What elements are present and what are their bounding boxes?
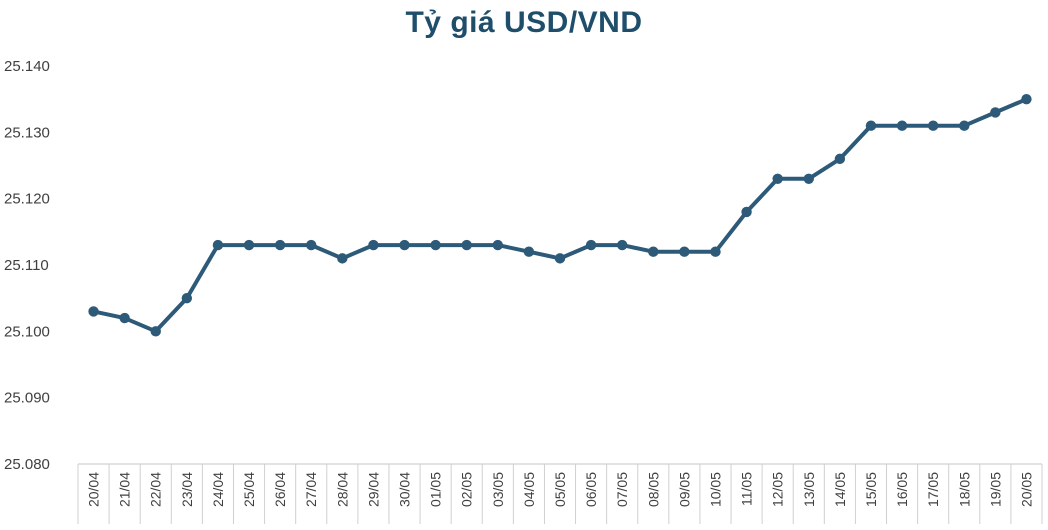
chart-title: Tỷ giá USD/VND [405,6,643,39]
x-tick-label: 02/05 [459,472,475,507]
data-point [927,120,939,131]
x-tick-label: 18/05 [956,472,972,507]
data-point [990,107,1001,118]
data-point [399,239,410,251]
x-tick-label: 03/05 [490,472,506,507]
x-tick-label: 20/05 [1018,472,1034,507]
y-tick-label: 25.100 [4,323,50,340]
data-point [959,120,970,131]
data-point [119,312,130,324]
x-tick-label: 25/04 [241,472,257,507]
x-tick-label: 19/05 [987,472,1003,507]
x-tick-label: 14/05 [832,472,848,507]
data-point [834,153,846,165]
data-point [181,292,193,304]
data-point [461,239,472,251]
y-tick-label: 25.130 [4,124,50,141]
data-point [772,173,783,184]
x-tick-label: 28/04 [334,472,350,507]
x-tick-label: 01/05 [428,472,444,507]
y-tick-label: 25.120 [4,191,50,208]
x-tick-label: 04/05 [521,472,537,507]
data-point [1021,93,1032,105]
data-point [274,239,286,251]
x-tick-label: 23/04 [179,472,195,507]
x-tick-label: 30/04 [397,472,413,507]
data-point [896,120,908,131]
y-tick-label: 25.090 [4,390,50,407]
data-point [243,239,255,251]
x-tick-label: 11/05 [739,472,755,506]
x-tick-label: 29/04 [365,472,381,507]
data-point [523,246,535,257]
data-point [710,246,721,257]
data-point [616,239,628,251]
x-tick-label: 05/05 [552,472,568,507]
x-tick-label: 17/05 [925,472,941,507]
y-tick-label: 25.140 [4,58,50,75]
series-line [91,97,1029,334]
x-tick-label: 09/05 [676,472,692,507]
x-tick-label: 15/05 [863,472,879,507]
data-point [585,239,597,251]
data-point [88,306,99,317]
x-tick-label: 24/04 [210,472,226,507]
y-tick-label: 25.080 [4,456,50,473]
x-tick-label: 16/05 [894,472,910,507]
data-point [554,253,566,264]
x-tick-label: 12/05 [770,472,786,507]
series-group [88,93,1032,337]
data-point [150,326,161,337]
x-tick-label: 13/05 [801,472,817,507]
x-tick-label: 27/04 [303,472,319,507]
data-point [803,173,814,184]
data-point [430,239,441,251]
x-tick-label: 08/05 [645,472,661,507]
x-tick-label: 21/04 [117,472,133,507]
x-tick-label: 22/04 [148,472,164,507]
y-axis: 25.080 25.090 25.100 25.110 25.120 25.130 25.1… [4,58,50,473]
data-point [679,246,690,257]
data-point [492,239,504,251]
x-tick-label: 20/04 [86,472,102,507]
data-point [648,246,659,257]
data-point [212,239,224,251]
x-tick-label: 06/05 [583,472,599,507]
y-tick-label: 25.110 [4,257,49,274]
x-tick-label: 26/04 [272,472,288,507]
data-point [865,120,877,131]
data-point [337,253,348,264]
data-point [368,239,379,251]
x-axis: 20/04 21/04 22/04 23/04 24/04 25/04 26/04 27/04… [77,463,1043,524]
x-tick-label: 10/05 [707,472,723,507]
x-tick-label: 07/05 [614,472,630,507]
data-point [741,206,752,218]
data-point [306,239,317,251]
